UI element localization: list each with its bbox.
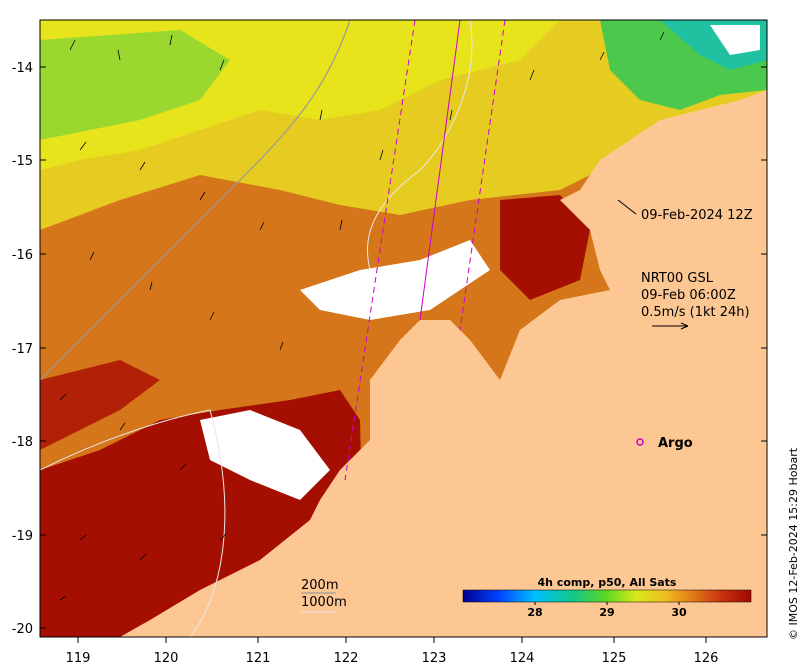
x-tick-121: 121 (246, 651, 271, 666)
contour-200m-label: 200m (301, 578, 338, 593)
product-label-line2: 09-Feb 06:00Z (641, 288, 736, 303)
cloud-patch-2 (200, 410, 330, 500)
x-tick-123: 123 (422, 651, 447, 666)
product-label-line3: 0.5m/s (1kt 24h) (641, 305, 750, 320)
y-tick-m20: -20 (12, 622, 33, 637)
x-tick-125: 125 (602, 651, 627, 666)
colorbar-ticks: 28 29 30 (527, 602, 687, 619)
sst-green-region (40, 30, 230, 140)
map-plot-area (40, 20, 767, 637)
argo-label: Argo (658, 436, 693, 451)
x-tick-126: 126 (694, 651, 719, 666)
contour-1000m-label: 1000m (301, 595, 347, 610)
x-tick-122: 122 (334, 651, 359, 666)
colorbar-tick-label: 29 (599, 606, 614, 619)
product-label-line1: NRT00 GSL (641, 271, 714, 286)
sst-hot-embayment (500, 195, 590, 300)
colorbar-tick-label: 28 (527, 606, 542, 619)
contour-1000m (40, 409, 226, 637)
y-tick-m16: -16 (12, 248, 33, 263)
y-tick-m15: -15 (12, 154, 33, 169)
x-tick-120: 120 (154, 651, 179, 666)
y-tick-m17: -17 (12, 342, 33, 357)
x-tick-119: 119 (66, 651, 91, 666)
cloud-patch-1 (300, 240, 490, 320)
x-tick-124: 124 (510, 651, 535, 666)
satellite-track-1 (344, 20, 416, 481)
x-axis (77, 637, 707, 643)
y-axis (40, 66, 767, 629)
scale-arrow-head (680, 322, 689, 330)
y-tick-m19: -19 (12, 529, 33, 544)
footer-credit: © IMOS 12-Feb-2024 15:29 Hobart (787, 447, 800, 640)
plot-frame (39, 19, 768, 638)
colorbar-gradient (462, 589, 752, 603)
sst-hot-region-west (40, 360, 160, 450)
land-mass (120, 90, 767, 637)
date-leader-line (617, 199, 637, 215)
date-label: 09-Feb-2024 12Z (641, 208, 753, 223)
y-tick-m14: -14 (12, 61, 33, 76)
satellite-track-3 (459, 20, 506, 331)
contour-200m (40, 20, 351, 381)
satellite-track-2 (419, 20, 461, 321)
colorbar-tick-label: 30 (671, 606, 687, 619)
y-tick-m18: -18 (12, 435, 33, 450)
colorbar-title: 4h comp, p50, All Sats (538, 576, 677, 589)
cloud-patch-3 (710, 25, 760, 55)
argo-marker (636, 438, 644, 446)
colorbar: 4h comp, p50, All Sats 28 29 30 (462, 576, 752, 619)
current-vectors (59, 31, 665, 601)
contour-1000m-north (366, 20, 473, 271)
